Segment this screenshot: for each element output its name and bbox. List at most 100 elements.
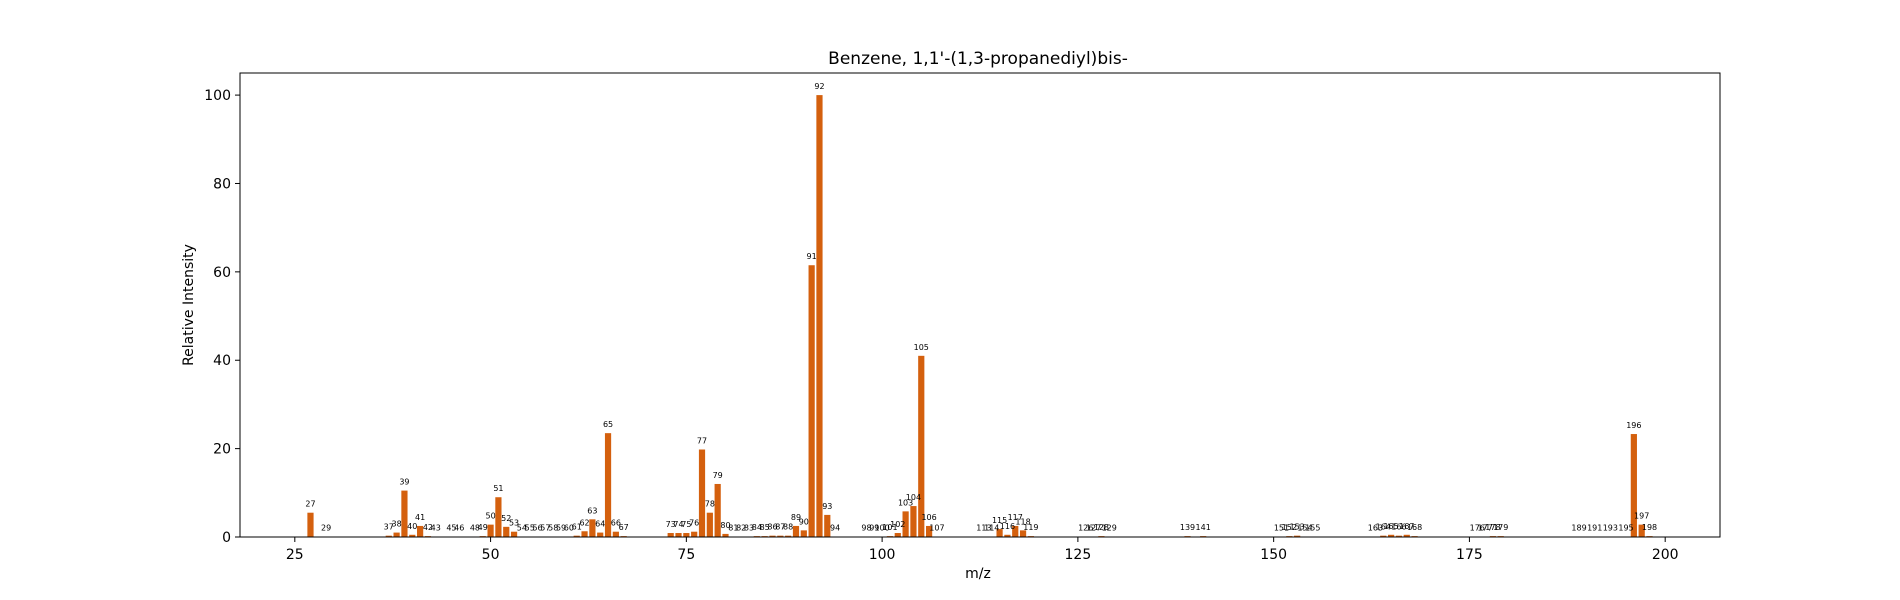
x-tick-label-75: 75 xyxy=(677,547,695,563)
bar-mz-61 xyxy=(573,535,580,537)
peak-label-40: 40 xyxy=(407,522,417,531)
y-tick-label-80: 80 xyxy=(213,176,231,192)
peak-label-77: 77 xyxy=(697,437,707,446)
bar-mz-62 xyxy=(581,531,588,537)
peak-label-93: 93 xyxy=(822,502,832,511)
peak-label-117: 117 xyxy=(1008,513,1023,522)
peak-label-56: 56 xyxy=(532,524,542,533)
peak-label-167: 167 xyxy=(1399,522,1414,531)
bar-mz-51 xyxy=(495,497,502,537)
peak-label-85: 85 xyxy=(760,523,770,532)
bar-mz-105 xyxy=(918,355,925,537)
peak-label-65: 65 xyxy=(603,420,613,429)
bar-mz-93 xyxy=(824,514,831,537)
y-tick-label-20: 20 xyxy=(213,442,231,458)
bar-mz-52 xyxy=(503,526,510,537)
peak-label-48: 48 xyxy=(470,524,480,533)
peak-label-91: 91 xyxy=(807,252,817,261)
peak-label-55: 55 xyxy=(525,524,535,533)
peak-label-101: 101 xyxy=(882,523,897,532)
peak-label-59: 59 xyxy=(556,524,566,533)
peak-label-98: 98 xyxy=(861,524,871,533)
bar-mz-78 xyxy=(706,512,713,537)
peak-label-189: 189 xyxy=(1571,524,1586,533)
peak-label-193: 193 xyxy=(1603,524,1618,533)
peak-label-61: 61 xyxy=(572,523,582,532)
peak-label-67: 67 xyxy=(619,523,629,532)
peak-label-41: 41 xyxy=(415,513,425,522)
bar-mz-40 xyxy=(409,534,416,537)
x-tick-label-25: 25 xyxy=(286,547,304,563)
peak-label-155: 155 xyxy=(1305,524,1320,533)
peak-label-107: 107 xyxy=(929,524,944,533)
bar-mz-118 xyxy=(1019,530,1027,537)
bar-mz-166 xyxy=(1395,535,1403,537)
peak-label-42: 42 xyxy=(423,523,433,532)
peak-label-176: 176 xyxy=(1470,524,1485,533)
bar-mz-79 xyxy=(714,483,721,537)
bar-mz-92 xyxy=(816,95,823,537)
y-tick-label-60: 60 xyxy=(213,265,231,281)
bar-mz-90 xyxy=(800,530,807,537)
peak-label-118: 118 xyxy=(1015,517,1030,526)
peak-label-119: 119 xyxy=(1023,523,1038,532)
peak-label-62: 62 xyxy=(579,518,589,527)
peak-label-29: 29 xyxy=(321,524,331,533)
bar-mz-116 xyxy=(1004,534,1011,537)
peak-label-88: 88 xyxy=(783,523,793,532)
peak-label-94: 94 xyxy=(830,524,840,533)
peak-label-81: 81 xyxy=(728,524,738,533)
peak-label-52: 52 xyxy=(501,514,511,523)
bar-mz-167 xyxy=(1403,534,1410,537)
peak-label-43: 43 xyxy=(431,524,441,533)
peak-label-76: 76 xyxy=(689,519,699,528)
bar-mz-86 xyxy=(769,535,776,537)
peak-label-113: 113 xyxy=(976,524,991,533)
bar-mz-63 xyxy=(589,519,596,537)
peak-label-197: 197 xyxy=(1634,512,1649,521)
y-axis-label: Relative Intensity xyxy=(181,244,197,366)
bar-mz-88 xyxy=(785,535,792,537)
peak-label-84: 84 xyxy=(752,523,762,532)
bar-mz-39 xyxy=(401,490,408,537)
bar-mz-106 xyxy=(926,525,933,537)
peak-label-80: 80 xyxy=(720,521,730,530)
bar-mz-38 xyxy=(393,532,400,537)
peak-label-139: 139 xyxy=(1180,523,1195,532)
x-tick-label-150: 150 xyxy=(1260,547,1287,563)
bar-mz-165 xyxy=(1388,534,1395,537)
peak-label-90: 90 xyxy=(799,517,809,526)
peak-label-152: 152 xyxy=(1282,523,1297,532)
x-axis-label: m/z xyxy=(965,566,991,582)
bar-mz-73 xyxy=(667,533,674,537)
peak-label-37: 37 xyxy=(384,523,394,532)
bar-mz-53 xyxy=(510,531,518,537)
peak-label-46: 46 xyxy=(454,524,464,533)
peak-label-198: 198 xyxy=(1642,523,1657,532)
bar-mz-102 xyxy=(894,533,901,537)
peak-label-82: 82 xyxy=(736,524,746,533)
bar-mz-103 xyxy=(902,511,909,537)
bar-mz-196 xyxy=(1630,434,1637,537)
peak-label-115: 115 xyxy=(992,516,1007,525)
peak-label-141: 141 xyxy=(1196,523,1211,532)
peak-label-49: 49 xyxy=(478,523,488,532)
peak-label-168: 168 xyxy=(1407,523,1422,532)
bar-mz-41 xyxy=(417,525,424,537)
peak-label-79: 79 xyxy=(713,471,723,480)
peak-label-86: 86 xyxy=(767,523,777,532)
peak-label-39: 39 xyxy=(399,478,409,487)
x-tick-label-125: 125 xyxy=(1065,547,1092,563)
bar-mz-89 xyxy=(792,525,800,537)
peak-label-102: 102 xyxy=(890,520,905,529)
bar-mz-75 xyxy=(683,533,690,537)
bar-mz-74 xyxy=(675,533,682,537)
x-tick-label-175: 175 xyxy=(1456,547,1483,563)
bar-mz-164 xyxy=(1380,535,1387,537)
bar-mz-27 xyxy=(307,512,314,537)
bar-mz-80 xyxy=(722,533,729,537)
peak-label-178: 178 xyxy=(1485,523,1500,532)
peak-label-54: 54 xyxy=(517,524,527,533)
peak-label-128: 128 xyxy=(1094,523,1109,532)
